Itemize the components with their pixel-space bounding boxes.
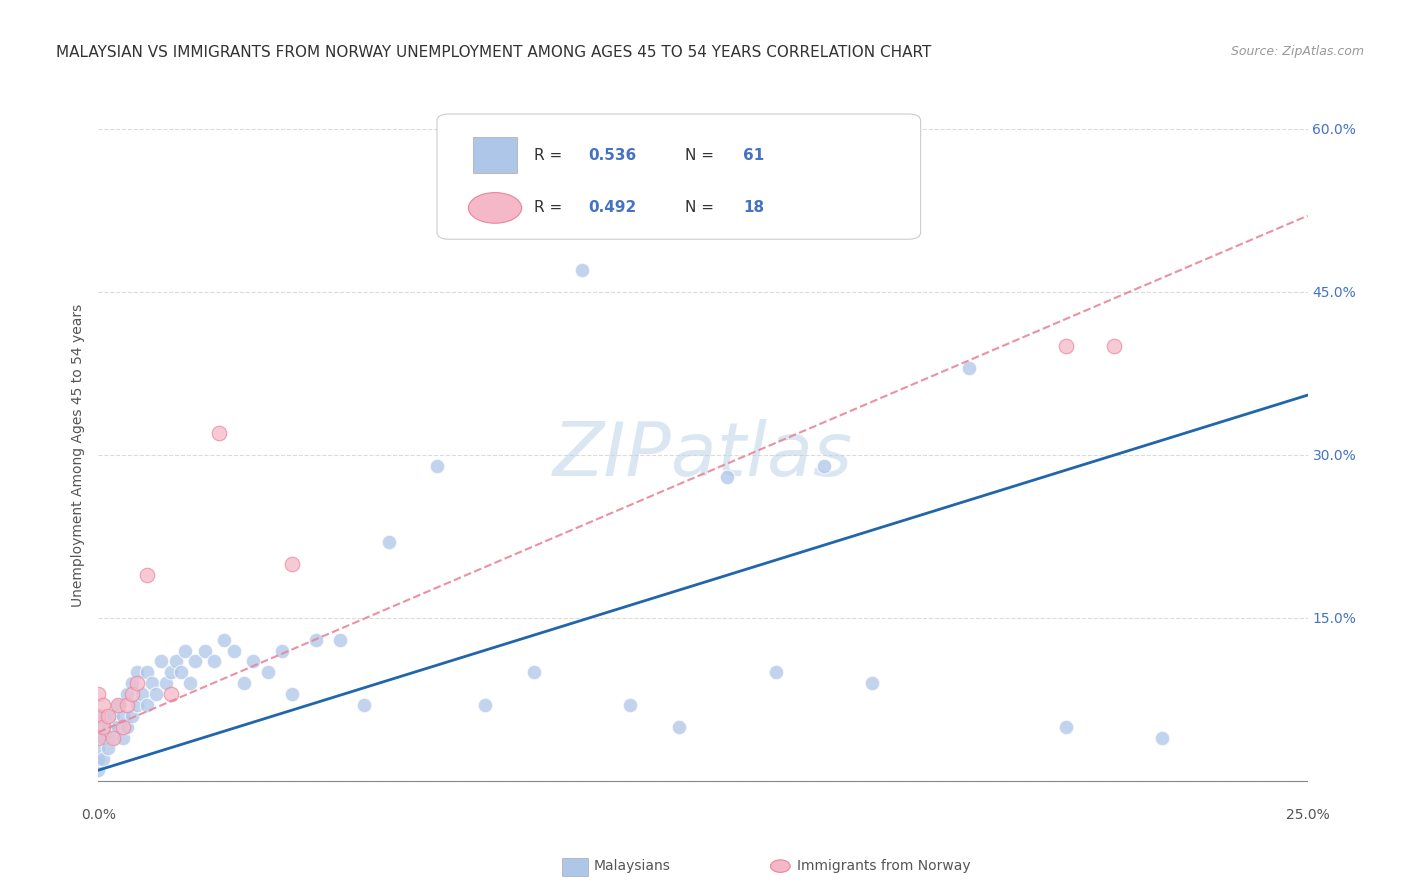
- Point: [329, 632, 352, 647]
- Point: [208, 426, 231, 441]
- Point: [121, 676, 143, 690]
- Point: [101, 731, 124, 745]
- Point: [184, 655, 207, 669]
- Point: [135, 567, 157, 582]
- Point: [87, 708, 110, 723]
- Point: [194, 643, 217, 657]
- Point: [101, 708, 124, 723]
- Point: [117, 687, 139, 701]
- Circle shape: [468, 193, 522, 223]
- Point: [169, 665, 191, 680]
- Text: Immigrants from Norway: Immigrants from Norway: [797, 859, 970, 873]
- Point: [174, 643, 197, 657]
- Point: [131, 687, 153, 701]
- Point: [242, 655, 264, 669]
- Point: [957, 360, 980, 375]
- Point: [353, 698, 375, 712]
- Point: [281, 557, 304, 571]
- Point: [111, 720, 134, 734]
- Text: 18: 18: [742, 201, 763, 216]
- Point: [107, 698, 129, 712]
- Point: [91, 720, 114, 734]
- Point: [97, 741, 120, 756]
- Point: [91, 708, 114, 723]
- Point: [91, 698, 114, 712]
- Point: [426, 458, 449, 473]
- Point: [117, 720, 139, 734]
- Point: [1102, 339, 1125, 353]
- Point: [111, 708, 134, 723]
- Point: [150, 655, 173, 669]
- Y-axis label: Unemployment Among Ages 45 to 54 years: Unemployment Among Ages 45 to 54 years: [70, 303, 84, 607]
- Point: [860, 676, 883, 690]
- Point: [127, 665, 149, 680]
- Point: [523, 665, 546, 680]
- Point: [813, 458, 835, 473]
- Point: [107, 720, 129, 734]
- Point: [117, 698, 139, 712]
- Text: 61: 61: [742, 148, 763, 163]
- Point: [619, 698, 641, 712]
- Point: [160, 687, 183, 701]
- FancyBboxPatch shape: [437, 114, 921, 239]
- Point: [212, 632, 235, 647]
- Point: [141, 676, 163, 690]
- Point: [165, 655, 187, 669]
- Text: 0.536: 0.536: [588, 148, 637, 163]
- Point: [121, 708, 143, 723]
- Point: [135, 698, 157, 712]
- Point: [87, 687, 110, 701]
- Point: [121, 687, 143, 701]
- Text: MALAYSIAN VS IMMIGRANTS FROM NORWAY UNEMPLOYMENT AMONG AGES 45 TO 54 YEARS CORRE: MALAYSIAN VS IMMIGRANTS FROM NORWAY UNEM…: [56, 45, 932, 60]
- Point: [91, 752, 114, 766]
- Point: [87, 731, 110, 745]
- Point: [97, 708, 120, 723]
- Text: 0.492: 0.492: [588, 201, 637, 216]
- Text: R =: R =: [534, 148, 567, 163]
- Point: [765, 665, 787, 680]
- Point: [101, 731, 124, 745]
- Point: [179, 676, 201, 690]
- Text: Malaysians: Malaysians: [593, 859, 671, 873]
- Point: [87, 731, 110, 745]
- Point: [91, 731, 114, 745]
- Point: [107, 698, 129, 712]
- Point: [97, 720, 120, 734]
- Text: N =: N =: [685, 201, 718, 216]
- Point: [716, 469, 738, 483]
- Point: [155, 676, 177, 690]
- Point: [87, 741, 110, 756]
- Point: [232, 676, 254, 690]
- Text: ZIPatlas: ZIPatlas: [553, 419, 853, 491]
- Point: [256, 665, 278, 680]
- Point: [87, 752, 110, 766]
- Point: [87, 720, 110, 734]
- Point: [127, 676, 149, 690]
- Text: Source: ZipAtlas.com: Source: ZipAtlas.com: [1230, 45, 1364, 58]
- Point: [127, 698, 149, 712]
- Point: [145, 687, 167, 701]
- Point: [1152, 731, 1174, 745]
- Point: [135, 665, 157, 680]
- Point: [305, 632, 328, 647]
- Point: [271, 643, 294, 657]
- Point: [474, 698, 496, 712]
- Point: [281, 687, 304, 701]
- Point: [668, 720, 690, 734]
- Point: [160, 665, 183, 680]
- Point: [377, 534, 399, 549]
- Point: [571, 263, 593, 277]
- Point: [1054, 339, 1077, 353]
- Point: [204, 655, 226, 669]
- Text: R =: R =: [534, 201, 567, 216]
- Point: [87, 763, 110, 777]
- Point: [111, 731, 134, 745]
- Point: [1054, 720, 1077, 734]
- Point: [222, 643, 245, 657]
- Text: N =: N =: [685, 148, 718, 163]
- FancyBboxPatch shape: [474, 137, 517, 173]
